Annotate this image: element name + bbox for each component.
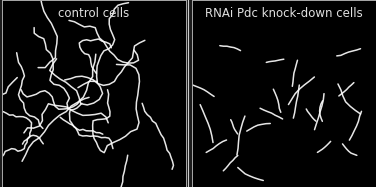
Text: control cells: control cells xyxy=(58,7,130,20)
Text: RNAi Pdc knock-down cells: RNAi Pdc knock-down cells xyxy=(205,7,363,20)
